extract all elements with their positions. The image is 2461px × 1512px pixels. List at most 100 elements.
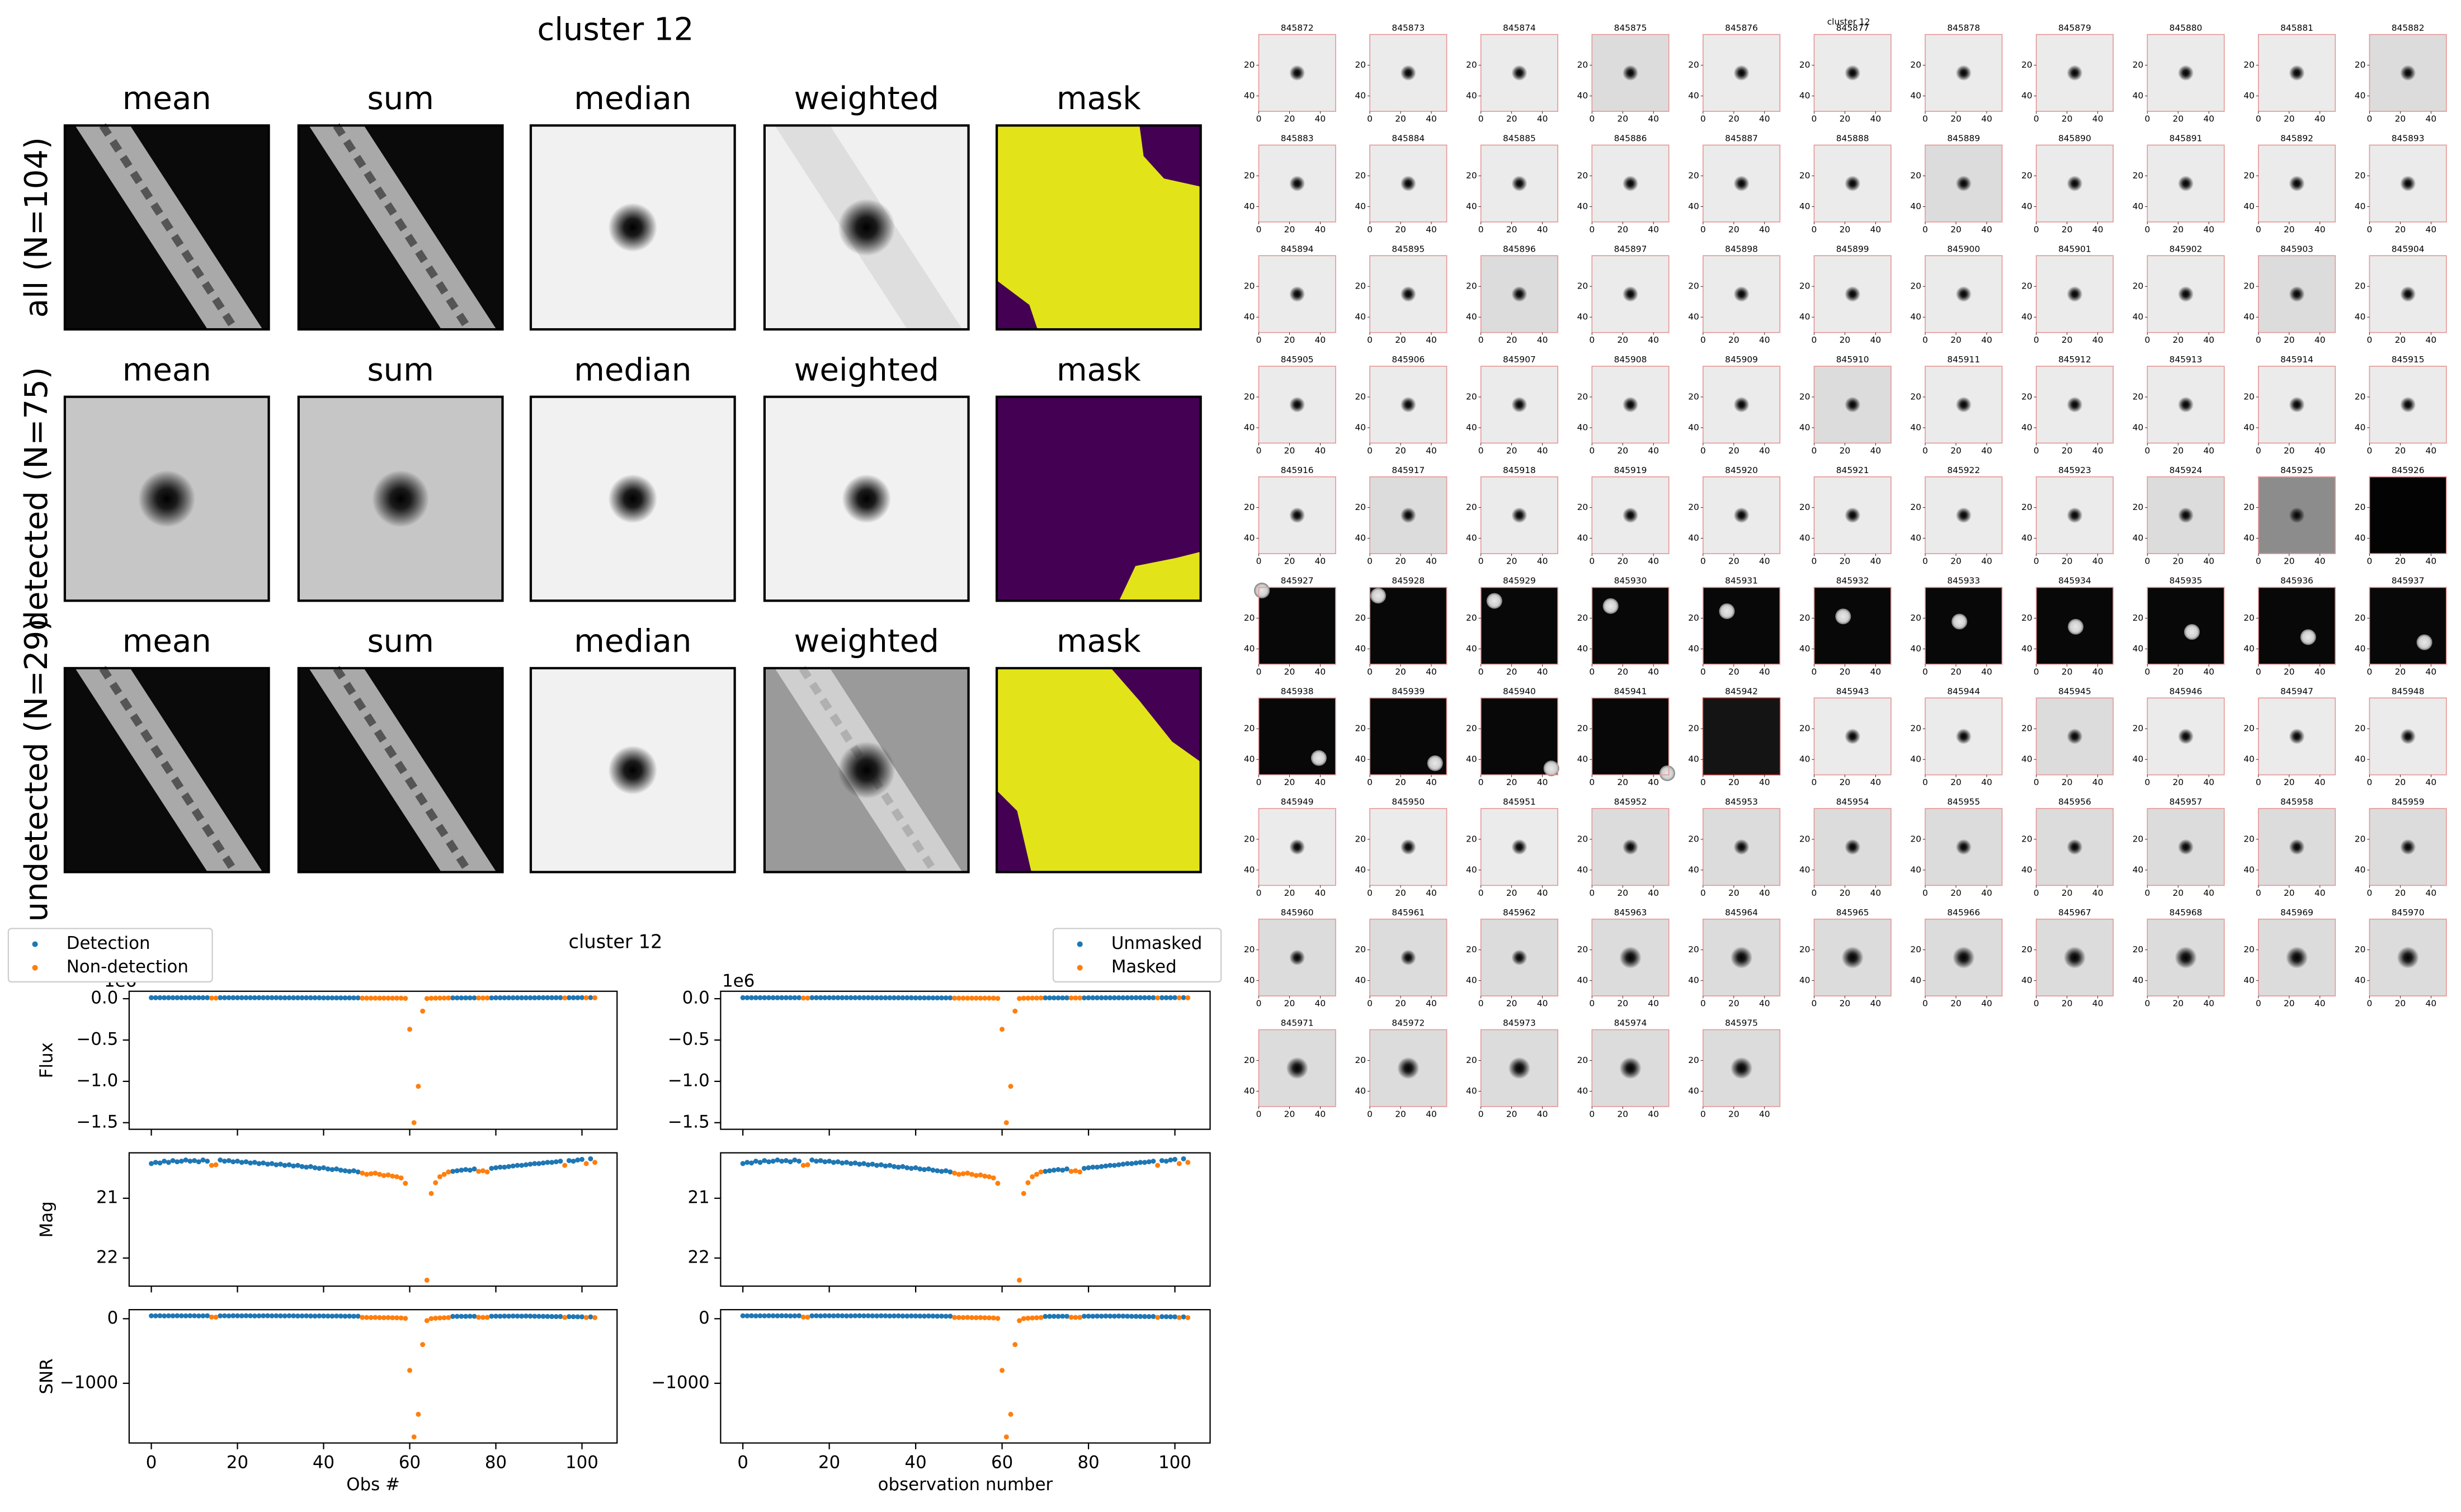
thumbnail-y-tick-label: 40	[1799, 975, 1811, 985]
thumbnail-y-tick-label: 40	[2355, 91, 2366, 101]
stamp-band-texture	[333, 123, 473, 332]
data-point	[321, 1165, 327, 1170]
thumbnail-source	[2067, 176, 2083, 192]
thumbnail-source	[1955, 728, 1972, 744]
thumbnail-label: 845936	[2280, 576, 2313, 586]
thumbnail-x-tick-label: 40	[2426, 114, 2437, 124]
thumbnail-frame	[2369, 476, 2447, 554]
data-point	[969, 995, 975, 1001]
thumbnail-source	[2285, 946, 2308, 969]
thumbnail-y-tick-label: 20	[1799, 834, 1811, 844]
thumbnail-source	[1955, 507, 1972, 523]
thumbnail-label: 845921	[1836, 465, 1869, 475]
thumbnail-source	[2289, 839, 2305, 855]
data-point	[239, 1313, 244, 1319]
thumbnail-frame	[2147, 144, 2225, 223]
data-point	[1116, 1313, 1121, 1319]
thumbnail-x-tick-label: 0	[1922, 556, 1928, 566]
thumbnail-y-tick-label: 20	[2021, 171, 2033, 181]
thumbnail-x-tick-label: 40	[1537, 667, 1548, 677]
data-point	[947, 1169, 953, 1175]
thumbnail-y-tick-label: 20	[2355, 60, 2366, 70]
thumbnail-y-tick-label: 40	[1799, 312, 1811, 322]
row-label: undetected (N=29)	[18, 618, 55, 922]
thumbnail-x-tick-label: 40	[1648, 1109, 1659, 1119]
thumbnail-label: 845883	[1281, 134, 1314, 144]
thumbnail-y-tick-label: 40	[1244, 975, 1255, 985]
thumbnail-source	[1733, 176, 1750, 192]
data-point	[1064, 995, 1069, 1001]
thumbnail-x-tick-label: 20	[1395, 667, 1406, 677]
data-point	[472, 1313, 477, 1319]
thumbnail-source	[2397, 946, 2419, 969]
data-point	[861, 1161, 866, 1166]
thumbnail-y-tick-label: 40	[1799, 201, 1811, 211]
thumbnail-x-tick-label: 40	[2314, 114, 2326, 124]
data-point	[913, 995, 918, 1001]
thumbnail-x-tick-label: 20	[1728, 556, 1739, 566]
data-point	[592, 995, 598, 1000]
thumbnail-y-tick-label: 20	[1688, 281, 1699, 291]
data-point	[178, 995, 184, 1000]
thumbnail-x-tick-label: 20	[1728, 1109, 1739, 1119]
data-point	[1025, 995, 1031, 1001]
thumbnail-y-tick-label: 20	[2243, 724, 2255, 734]
data-point	[908, 1165, 914, 1171]
data-point	[493, 1165, 499, 1170]
thumbnail-y-tick-label: 40	[1577, 201, 1588, 211]
panel-frame	[720, 1309, 1211, 1444]
data-point	[286, 995, 292, 1000]
data-point	[411, 1434, 417, 1440]
thumbnail-frame	[2147, 34, 2225, 112]
data-point	[956, 995, 961, 1001]
thumbnail-frame	[2369, 697, 2447, 776]
data-point	[792, 995, 798, 1000]
thumbnail-y-tick-label: 20	[2243, 281, 2255, 291]
data-point	[385, 995, 391, 1001]
data-point	[1129, 1313, 1134, 1319]
thumbnail-y-tick-label: 40	[2355, 533, 2366, 543]
thumbnail-y-tick-label: 20	[1910, 391, 1921, 401]
thumbnail-y-tick-label: 20	[1799, 171, 1811, 181]
data-point	[403, 1316, 408, 1321]
thumbnail-x-tick-label: 0	[1478, 1109, 1484, 1119]
data-point	[200, 995, 206, 1000]
data-point	[502, 995, 507, 1000]
thumbnail-source	[1400, 176, 1416, 192]
data-point	[1068, 1169, 1074, 1174]
data-point	[510, 995, 516, 1000]
thumbnail-x-tick-label: 20	[2062, 224, 2073, 234]
thumbnail-x-tick-label: 0	[1478, 224, 1484, 234]
thumbnail-x-tick-label: 20	[1395, 777, 1406, 787]
thumbnail-y-tick-label: 20	[2243, 944, 2255, 955]
legend-marker	[1077, 941, 1083, 947]
thumbnail-y-tick-label: 40	[2021, 201, 2033, 211]
data-point	[153, 1160, 158, 1165]
data-point	[592, 1315, 598, 1320]
data-point	[922, 1313, 927, 1319]
thumbnail-frame	[2147, 587, 2225, 665]
thumbnail-source	[2400, 396, 2416, 413]
data-point	[892, 1313, 897, 1319]
thumbnail-label: 845915	[2392, 355, 2425, 365]
thumbnail-frame	[1480, 144, 1558, 223]
data-point	[1068, 995, 1074, 1001]
thumbnail-source	[1733, 286, 1750, 302]
thumbnail-label: 845916	[1281, 465, 1314, 475]
data-point	[883, 1313, 888, 1319]
data-point	[1081, 995, 1087, 1001]
thumbnail-y-tick-label: 40	[1910, 754, 1921, 764]
thumbnail-y-tick-label: 40	[1466, 422, 1477, 432]
data-point	[334, 1166, 340, 1172]
thumbnail-frame	[1591, 697, 1670, 776]
thumbnail-y-tick-label: 40	[1910, 91, 1921, 101]
legend-label: Detection	[67, 933, 150, 953]
data-point	[261, 1160, 266, 1166]
thumbnail-frame	[1813, 144, 1892, 223]
data-point	[484, 1169, 490, 1175]
thumbnail-x-tick-label: 0	[1478, 777, 1484, 787]
data-point	[192, 1313, 197, 1319]
column-title: median	[574, 81, 691, 117]
